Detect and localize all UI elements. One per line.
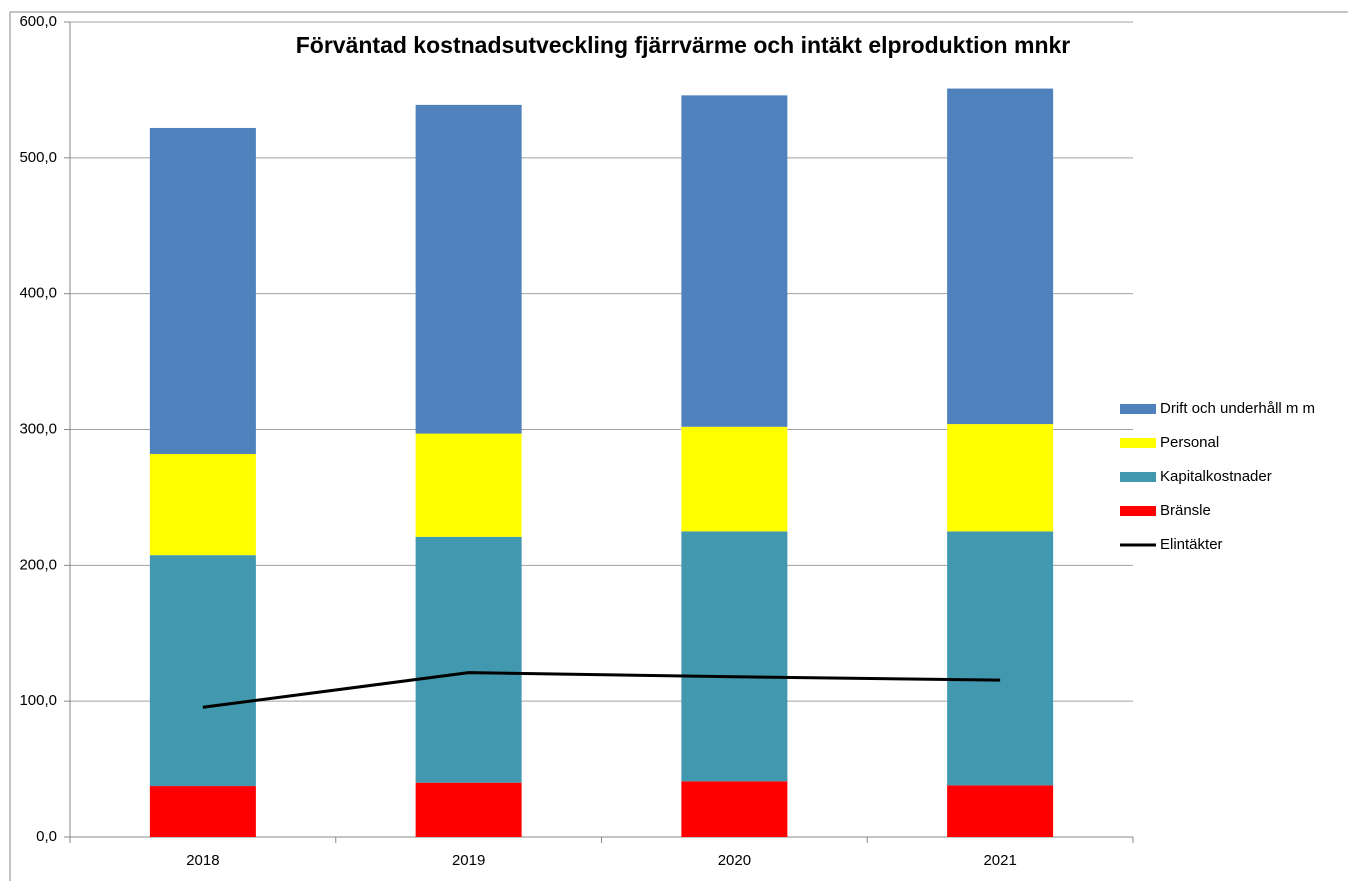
y-tick-label: 100,0 bbox=[19, 692, 57, 709]
legend-label: Elintäkter bbox=[1160, 536, 1223, 553]
bar-segment bbox=[415, 782, 522, 837]
line bbox=[202, 671, 1001, 709]
y-tick-label: 600,0 bbox=[19, 13, 57, 30]
bar-segment bbox=[681, 426, 788, 532]
bar-segment bbox=[149, 786, 256, 837]
legend-swatch bbox=[1120, 506, 1156, 516]
bar-segment bbox=[681, 781, 788, 837]
bar-segment bbox=[681, 531, 788, 782]
bar-segment bbox=[947, 785, 1054, 837]
y-tick-label: 0,0 bbox=[36, 828, 57, 845]
bar-segment bbox=[149, 453, 256, 556]
bar-segment bbox=[947, 88, 1054, 425]
chart-title: Förväntad kostnadsutveckling fjärrvärme … bbox=[296, 32, 1071, 58]
legend-swatch bbox=[1120, 472, 1156, 482]
y-tick-label: 300,0 bbox=[19, 420, 57, 437]
y-tick-label: 500,0 bbox=[19, 149, 57, 166]
y-tick-label: 400,0 bbox=[19, 285, 57, 302]
bar-segment bbox=[947, 424, 1054, 532]
bar-segment bbox=[415, 104, 522, 434]
x-tick-label: 2018 bbox=[186, 852, 219, 869]
bar-segment bbox=[947, 531, 1054, 786]
legend-label: Drift och underhåll m m bbox=[1160, 400, 1315, 417]
legend-label: Bränsle bbox=[1160, 502, 1211, 519]
legend-label: Kapitalkostnader bbox=[1160, 468, 1272, 485]
x-tick-label: 2020 bbox=[718, 852, 751, 869]
bar-segment bbox=[681, 95, 788, 427]
bar-segment bbox=[149, 555, 256, 787]
legend-swatch bbox=[1120, 438, 1156, 448]
x-tick-label: 2019 bbox=[452, 852, 485, 869]
y-tick-label: 200,0 bbox=[19, 556, 57, 573]
legend-label: Personal bbox=[1160, 434, 1219, 451]
bar-segment bbox=[415, 536, 522, 783]
bar-segment bbox=[149, 127, 256, 454]
bar-segment bbox=[415, 433, 522, 537]
legend-swatch bbox=[1120, 404, 1156, 414]
x-tick-label: 2021 bbox=[983, 852, 1016, 869]
